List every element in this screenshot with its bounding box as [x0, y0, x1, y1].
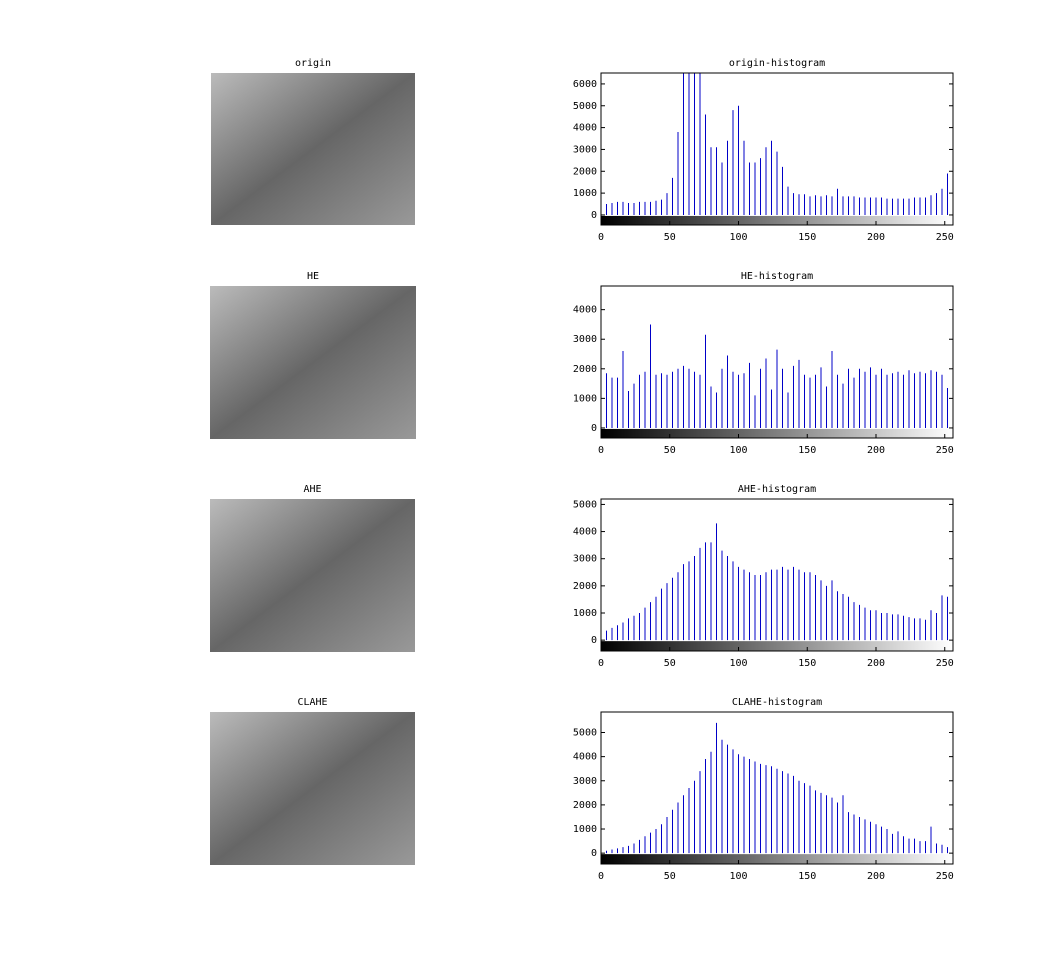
- y-tick-label: 4000: [573, 752, 597, 763]
- colorbar: [601, 215, 953, 225]
- plot: [601, 722, 948, 854]
- y-tick-label: 0: [591, 210, 597, 221]
- y-tick-label: 1000: [573, 824, 597, 835]
- x-tick-label: 0: [598, 658, 604, 669]
- y-tick-label: 4000: [573, 123, 597, 134]
- chart-title: AHE-histogram: [738, 484, 816, 495]
- y-tick-label: 3000: [573, 554, 597, 565]
- image-title: CLAHE: [297, 697, 327, 708]
- image: [210, 712, 415, 865]
- y-tick-label: 6000: [573, 79, 597, 90]
- x-tick-label: 250: [936, 871, 954, 882]
- y-tick-label: 3000: [573, 776, 597, 787]
- chart-title: origin-histogram: [729, 58, 825, 69]
- x-tick-label: 50: [664, 232, 676, 243]
- axes-box: [600, 498, 954, 652]
- chart-title: CLAHE-histogram: [732, 697, 822, 708]
- y-tick-label: 5000: [573, 499, 597, 510]
- y-tick-label: 3000: [573, 334, 597, 345]
- x-tick-label: 0: [598, 232, 604, 243]
- image-title: origin: [295, 58, 331, 69]
- x-tick-label: 200: [867, 445, 885, 456]
- chart-title: HE-histogram: [741, 271, 813, 282]
- image: [211, 73, 415, 225]
- x-tick-label: 150: [798, 658, 816, 669]
- x-tick-label: 100: [729, 871, 747, 882]
- y-tick-label: 4000: [573, 527, 597, 538]
- colorbar: [601, 428, 953, 438]
- axes-box: [600, 285, 954, 439]
- plot: [601, 523, 948, 641]
- y-tick-label: 2000: [573, 364, 597, 375]
- x-tick-label: 250: [936, 445, 954, 456]
- x-tick-label: 100: [729, 658, 747, 669]
- image: [210, 499, 415, 652]
- y-tick-label: 0: [591, 423, 597, 434]
- x-tick-label: 200: [867, 871, 885, 882]
- colorbar: [601, 641, 953, 651]
- y-tick-label: 1000: [573, 188, 597, 199]
- x-tick-label: 200: [867, 232, 885, 243]
- image-title: AHE: [303, 484, 321, 495]
- x-tick-label: 150: [798, 232, 816, 243]
- colorbar: [601, 854, 953, 864]
- axes-box: [600, 711, 954, 865]
- x-tick-label: 50: [664, 871, 676, 882]
- x-tick-label: 100: [729, 445, 747, 456]
- y-tick-label: 1000: [573, 393, 597, 404]
- x-tick-label: 50: [664, 658, 676, 669]
- y-tick-label: 0: [591, 635, 597, 646]
- y-tick-label: 0: [591, 848, 597, 859]
- image-title: HE: [307, 271, 319, 282]
- x-tick-label: 0: [598, 445, 604, 456]
- y-tick-label: 2000: [573, 581, 597, 592]
- y-tick-label: 5000: [573, 101, 597, 112]
- x-tick-label: 100: [729, 232, 747, 243]
- y-tick-label: 2000: [573, 166, 597, 177]
- y-tick-label: 3000: [573, 144, 597, 155]
- x-tick-label: 150: [798, 445, 816, 456]
- x-tick-label: 150: [798, 871, 816, 882]
- y-tick-label: 4000: [573, 305, 597, 316]
- y-tick-label: 5000: [573, 728, 597, 739]
- y-tick-label: 1000: [573, 608, 597, 619]
- x-tick-label: 50: [664, 445, 676, 456]
- x-tick-label: 200: [867, 658, 885, 669]
- plot: [601, 73, 948, 215]
- x-tick-label: 0: [598, 871, 604, 882]
- y-tick-label: 2000: [573, 800, 597, 811]
- plot: [601, 324, 948, 428]
- x-tick-label: 250: [936, 232, 954, 243]
- x-tick-label: 250: [936, 658, 954, 669]
- image: [210, 286, 416, 439]
